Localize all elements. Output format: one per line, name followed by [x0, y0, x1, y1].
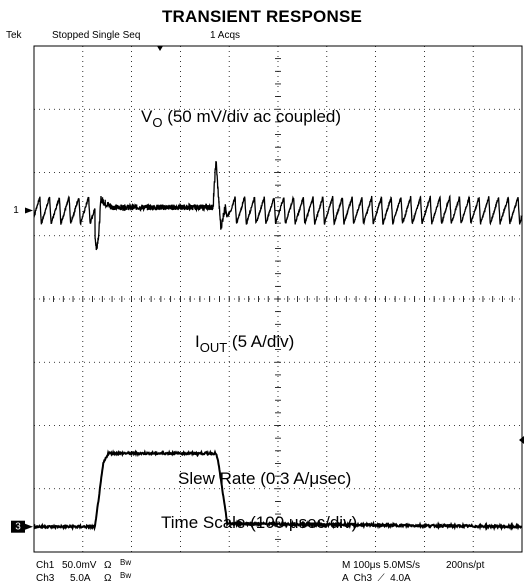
record-resolution: 200ns/pt [446, 560, 485, 571]
ch3-impedance: Ω [104, 573, 112, 584]
iout-trace [33, 449, 523, 532]
ch3-marker: 3 [11, 520, 33, 533]
acquisition-status: Stopped Single Seq [52, 30, 141, 41]
graticule-frame [33, 45, 523, 553]
ch1-marker: 1 [13, 205, 33, 216]
ch1-scale: 50.0mV [62, 560, 97, 571]
ch1-label: Ch1 [36, 560, 55, 571]
timebase-readout: M 100μs 5.0MS/s [342, 560, 421, 571]
ch1-impedance: Ω [104, 560, 112, 571]
vo-annotation: VO (50 mV/div ac coupled) [141, 107, 341, 130]
trigger-readout: A Ch3 ⟋ 4.0A [342, 573, 411, 584]
acquisition-count: 1 Acqs [210, 30, 241, 41]
scope-brand: Tek [6, 30, 22, 41]
ch1-marker-label: 1 [13, 205, 19, 216]
ch1-bandwidth: Bw [120, 558, 132, 567]
ch3-marker-label: 3 [15, 521, 21, 532]
ch3-marker-box [11, 520, 25, 533]
graticule-grid [33, 45, 523, 553]
ch3-scale: 5.0A [70, 573, 91, 584]
trigger-position-marker [157, 46, 163, 51]
ch3-bandwidth: Bw [120, 571, 132, 580]
ch3-label: Ch3 [36, 573, 55, 584]
slew-rate-annotation: Slew Rate (0.3 A/μsec) [178, 469, 351, 488]
vo-trace [33, 161, 523, 251]
time-scale-annotation: Time Scale (100 μsec/div) [161, 513, 357, 532]
ch1-marker-arrow [25, 207, 33, 214]
iout-annotation: IOUT (5 A/div) [195, 332, 294, 355]
ch3-marker-arrow [25, 523, 33, 530]
trigger-level-marker [519, 436, 524, 444]
page-title: TRANSIENT RESPONSE [161, 7, 363, 26]
